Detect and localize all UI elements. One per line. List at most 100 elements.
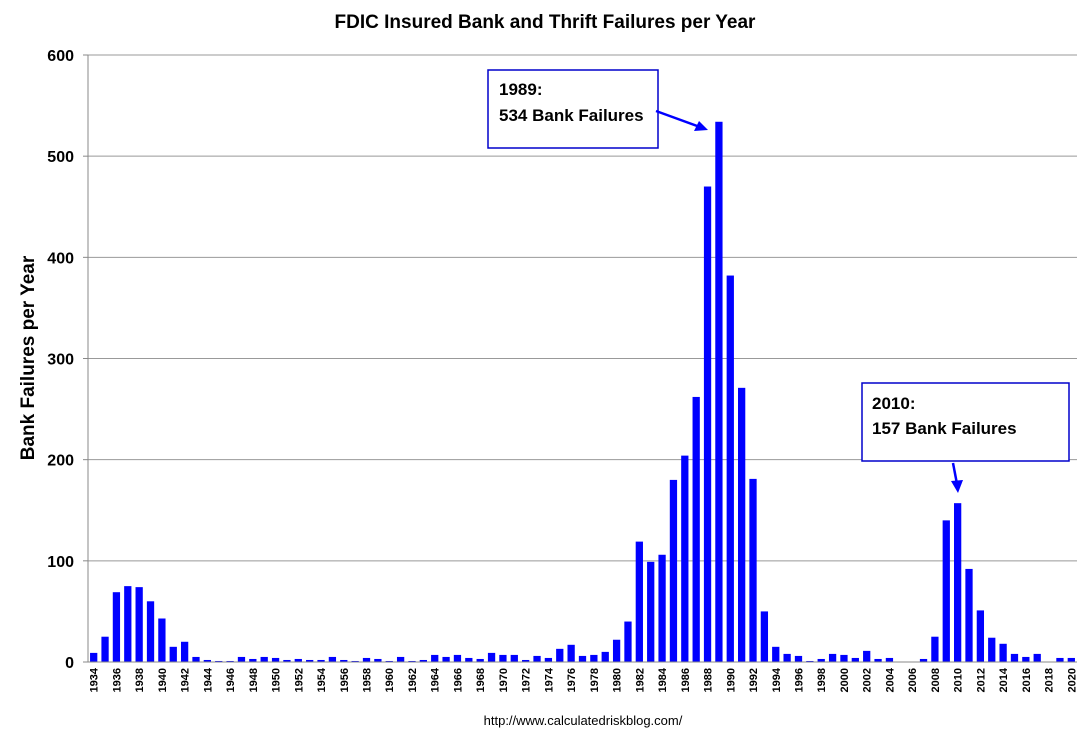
bar: [1022, 656, 1030, 662]
bar: [249, 658, 257, 662]
x-tick-label: 2004: [884, 667, 896, 692]
bar: [112, 592, 121, 662]
bar: [692, 396, 700, 662]
x-tick-label: 1936: [111, 668, 123, 692]
x-tick-label: 2002: [862, 668, 874, 692]
bar: [828, 653, 837, 662]
x-tick-label: 1974: [543, 667, 555, 692]
bar: [590, 654, 598, 662]
bar: [203, 659, 211, 662]
annotation-box: [861, 382, 1070, 462]
bar: [431, 654, 439, 662]
bar: [374, 658, 382, 662]
bar: [260, 656, 268, 662]
bar: [442, 656, 450, 662]
bar: [578, 655, 587, 662]
bar: [601, 651, 609, 662]
bar: [510, 654, 518, 662]
source: http://www.calculatedriskblog.com/: [484, 713, 683, 728]
bar: [487, 652, 496, 662]
x-tick-label: 2014: [998, 667, 1010, 692]
bar: [362, 657, 371, 662]
bar: [1033, 653, 1041, 662]
bar: [499, 654, 507, 662]
x-tick-label: 1982: [634, 668, 646, 692]
bar: [863, 650, 871, 662]
x-tick-label: 2012: [975, 668, 987, 692]
x-tick-label: 1970: [498, 668, 510, 692]
bar: [215, 660, 223, 662]
bar: [533, 655, 541, 662]
y-tick-label: 400: [47, 250, 74, 267]
bar: [931, 636, 939, 662]
y-tick-label: 0: [65, 655, 74, 672]
bar: [328, 656, 337, 662]
bar: [919, 658, 928, 662]
x-tick-label: 1964: [430, 667, 442, 692]
arrow: [951, 462, 959, 485]
x-tick-label: 1968: [475, 668, 487, 692]
x-tick-label: 1950: [271, 668, 283, 692]
x-tick-label: 2006: [907, 668, 919, 692]
bar: [237, 656, 246, 662]
x-tick-label: 1938: [134, 668, 146, 692]
bar: [954, 503, 962, 662]
x-tick-label: 1992: [748, 668, 760, 692]
bar: [942, 520, 950, 662]
bar: [749, 478, 757, 662]
bar: [294, 658, 302, 662]
bar: [283, 659, 291, 662]
x-tick-label: 1994: [771, 667, 783, 692]
bar: [965, 568, 973, 662]
bar: [1056, 657, 1064, 662]
bar: [124, 586, 132, 662]
bar: [635, 541, 643, 662]
bar: [158, 618, 166, 662]
x-tick-label: 1940: [157, 668, 169, 692]
annotation: 1989:: [499, 80, 542, 99]
y-tick-label: 300: [47, 352, 74, 369]
bar: [885, 657, 894, 662]
y-tick-label: 500: [47, 149, 74, 166]
annotation: 157 Bank Failures: [872, 419, 1017, 438]
x-tick-label: 1962: [407, 668, 419, 692]
bar: [340, 659, 348, 662]
bar: [840, 654, 848, 662]
x-tick-label: 1946: [225, 668, 237, 692]
annotation: 2010:: [872, 394, 915, 413]
x-tick-label: 1948: [248, 668, 260, 692]
bar: [351, 660, 359, 662]
x-tick-label: 2000: [839, 668, 851, 692]
bar: [760, 611, 769, 662]
x-tick-label: 2010: [953, 668, 965, 692]
x-tick-label: 1934: [89, 667, 101, 692]
bar: [135, 587, 143, 662]
x-tick-label: 1956: [339, 668, 351, 692]
x-tick-label: 1952: [293, 668, 305, 692]
bar: [408, 660, 416, 662]
x-tick-label: 1954: [316, 667, 328, 692]
bar: [317, 659, 325, 662]
y-tick-label: 200: [47, 453, 74, 470]
x-tick-label: 1986: [680, 668, 692, 692]
bar: [465, 657, 473, 662]
x-tick-label: 1988: [703, 668, 715, 692]
x-tick-label: 1980: [612, 668, 624, 692]
arrow-head: [951, 480, 963, 493]
bar: [522, 659, 530, 662]
bar: [1067, 657, 1075, 662]
x-tick-label: 1972: [521, 668, 533, 692]
bar: [567, 644, 575, 662]
bar: [817, 658, 825, 662]
bar: [681, 455, 689, 662]
bar: [419, 659, 427, 662]
x-tick-label: 1984: [657, 667, 669, 692]
bar: [988, 637, 996, 662]
x-tick-label: 1944: [202, 667, 214, 692]
bar: [794, 655, 803, 662]
bar: [306, 659, 314, 662]
bar: [271, 657, 280, 662]
chart-title: FDIC Insured Bank and Thrift Failures pe…: [335, 12, 757, 33]
bar: [976, 610, 985, 662]
arrow-head: [694, 121, 708, 131]
